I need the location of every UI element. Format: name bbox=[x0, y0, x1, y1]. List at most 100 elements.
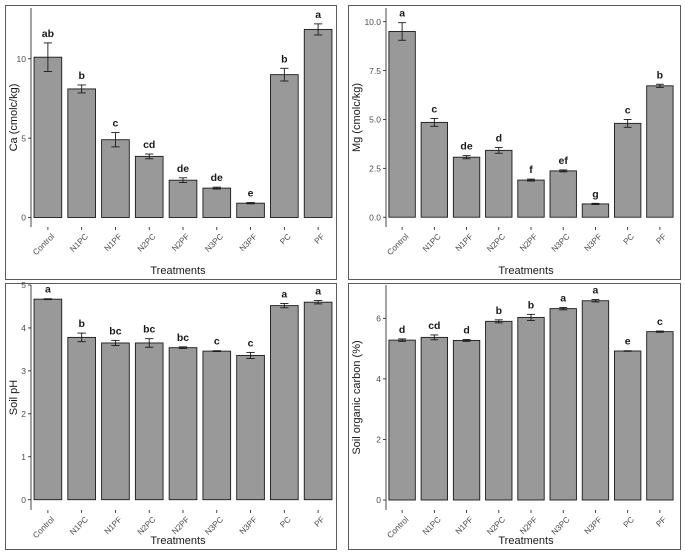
significance-letter: b bbox=[657, 69, 663, 81]
bar-N3PF bbox=[236, 354, 265, 501]
significance-letter: c bbox=[248, 337, 254, 349]
significance-letter: c bbox=[113, 118, 119, 130]
bar-N2PC bbox=[134, 155, 164, 218]
y-tick-label: 0 bbox=[21, 495, 26, 505]
bar-N3PF bbox=[581, 203, 610, 218]
x-tick-label: Control bbox=[31, 232, 56, 257]
significance-letter: c bbox=[625, 104, 631, 116]
bar-N1PC bbox=[67, 336, 96, 501]
significance-letter: c bbox=[657, 316, 663, 328]
bar-N2PF bbox=[168, 179, 198, 218]
bar-N1PC bbox=[420, 336, 448, 501]
panel-border bbox=[5, 5, 337, 280]
significance-letter: b bbox=[496, 305, 502, 317]
x-axis-label: Treatments bbox=[498, 535, 554, 547]
significance-letter: d bbox=[399, 324, 405, 336]
bar-Control bbox=[388, 31, 416, 218]
bar-PF bbox=[646, 85, 674, 218]
bar-PC bbox=[270, 305, 299, 501]
x-tick-label: N2PC bbox=[136, 232, 158, 254]
x-tick-label: N1PF bbox=[103, 232, 124, 253]
x-tick-label: N1PF bbox=[454, 232, 475, 253]
significance-letter: c bbox=[214, 336, 220, 348]
y-tick-label: 0 bbox=[21, 213, 26, 223]
bar-N2PC bbox=[485, 320, 513, 501]
x-tick-label: N1PC bbox=[68, 232, 90, 254]
bar-PF bbox=[646, 331, 674, 501]
x-axis-label: Treatments bbox=[498, 265, 554, 277]
x-tick-label: N2PC bbox=[485, 232, 507, 254]
x-tick-label: N1PC bbox=[68, 515, 90, 537]
y-axis-label: Ca (cmolc/kg) bbox=[8, 84, 20, 152]
significance-letter: b bbox=[78, 318, 84, 330]
bar-N2PC bbox=[485, 149, 513, 218]
bar-Control bbox=[33, 298, 63, 501]
x-tick-label: PC bbox=[622, 515, 636, 529]
significance-letter: de bbox=[460, 141, 472, 153]
x-tick-label: PC bbox=[278, 232, 292, 246]
bar-N3PF bbox=[581, 300, 610, 501]
significance-letter: b bbox=[78, 70, 84, 82]
bar-N3PC bbox=[202, 187, 232, 218]
x-tick-label: Control bbox=[31, 515, 56, 540]
y-tick-label: 2.5 bbox=[369, 164, 381, 174]
bar-PC bbox=[614, 350, 642, 501]
chart-panel-3: 0 1 2 3 4 5 a Control b N1PC bc N1PF bc N2PC bc N2PF c N3… bbox=[5, 280, 337, 550]
x-tick-label: PF bbox=[654, 515, 668, 529]
y-tick-label: 2 bbox=[376, 435, 381, 445]
bar-Control bbox=[33, 56, 63, 218]
bar-N2PC bbox=[134, 342, 164, 501]
chart-panel-2: 0.0 2.5 5.0 7.5 10.0 a Control c N1PC de N1PF d N2PC… bbox=[348, 5, 681, 280]
y-tick-label: 0.0 bbox=[369, 212, 381, 222]
x-tick-label: N3PC bbox=[550, 232, 572, 254]
bar-N1PC bbox=[420, 121, 448, 218]
significance-letter: a bbox=[45, 284, 51, 296]
bar-N3PF bbox=[236, 202, 265, 218]
y-tick-label: 2 bbox=[21, 409, 26, 419]
bar-N3PC bbox=[549, 308, 577, 501]
y-axis-label: Soil pH bbox=[8, 380, 20, 416]
significance-letter: a bbox=[593, 285, 599, 297]
bar-Control bbox=[388, 339, 416, 501]
panel-border bbox=[348, 5, 681, 280]
significance-letter: ab bbox=[42, 28, 54, 40]
bar-N1PF bbox=[101, 342, 130, 501]
x-tick-label: N2PC bbox=[136, 515, 158, 537]
significance-letter: e bbox=[248, 188, 254, 200]
y-tick-label: 0 bbox=[376, 495, 381, 505]
bar-N1PF bbox=[101, 139, 130, 218]
y-tick-label: 1 bbox=[21, 452, 26, 462]
x-tick-label: Control bbox=[385, 515, 410, 540]
x-tick-label: N1PC bbox=[421, 232, 443, 254]
x-tick-label: N2PC bbox=[485, 515, 507, 537]
x-tick-label: N3PC bbox=[203, 515, 225, 537]
x-tick-label: N3PF bbox=[583, 515, 604, 536]
significance-letter: a bbox=[399, 8, 405, 20]
x-tick-label: N1PF bbox=[454, 515, 475, 536]
bar-PC bbox=[270, 74, 299, 218]
significance-letter: g bbox=[592, 188, 598, 200]
x-tick-label: PF bbox=[313, 515, 327, 529]
significance-letter: e bbox=[625, 336, 631, 348]
significance-letter: f bbox=[529, 164, 533, 176]
bar-N1PF bbox=[452, 339, 481, 501]
bar-PC bbox=[614, 122, 642, 218]
x-axis-label: Treatments bbox=[150, 265, 206, 277]
bar-N2PF bbox=[517, 316, 545, 501]
bar-PF bbox=[303, 28, 333, 218]
bar-N2PF bbox=[168, 347, 198, 501]
y-axis-label: Soil organic carbon (%) bbox=[351, 340, 363, 454]
significance-letter: a bbox=[315, 285, 321, 297]
x-tick-label: PC bbox=[622, 232, 636, 246]
significance-letter: bc bbox=[177, 332, 189, 344]
y-tick-label: 10.0 bbox=[364, 17, 381, 27]
significance-letter: a bbox=[281, 288, 287, 300]
x-tick-label: N1PC bbox=[421, 515, 443, 537]
x-tick-label: PF bbox=[313, 232, 327, 246]
y-tick-label: 4 bbox=[376, 374, 381, 384]
x-tick-label: PC bbox=[278, 515, 292, 529]
y-tick-label: 5 bbox=[21, 280, 26, 290]
y-tick-label: 3 bbox=[21, 366, 26, 376]
significance-letter: c bbox=[431, 103, 437, 115]
